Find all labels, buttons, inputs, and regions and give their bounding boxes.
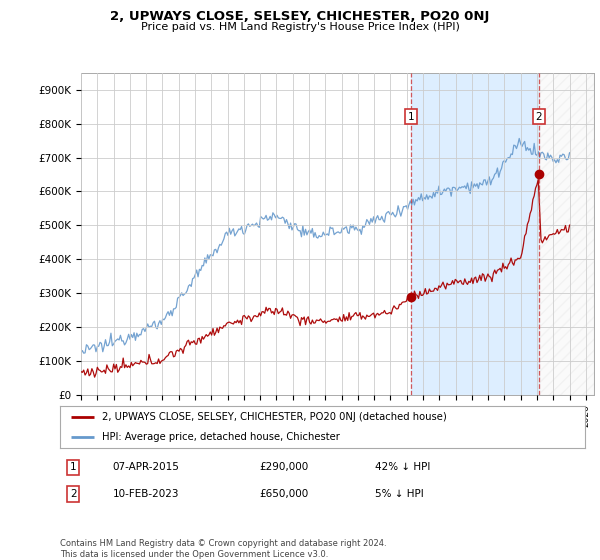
Text: £290,000: £290,000: [260, 463, 309, 473]
Text: Price paid vs. HM Land Registry's House Price Index (HPI): Price paid vs. HM Land Registry's House …: [140, 22, 460, 32]
Text: 10-FEB-2023: 10-FEB-2023: [113, 489, 179, 499]
Bar: [539, 73, 594, 395]
Text: 2, UPWAYS CLOSE, SELSEY, CHICHESTER, PO20 0NJ (detached house): 2, UPWAYS CLOSE, SELSEY, CHICHESTER, PO2…: [102, 412, 447, 422]
Text: 2, UPWAYS CLOSE, SELSEY, CHICHESTER, PO20 0NJ: 2, UPWAYS CLOSE, SELSEY, CHICHESTER, PO2…: [110, 10, 490, 23]
Text: 42% ↓ HPI: 42% ↓ HPI: [375, 463, 430, 473]
Text: 5% ↓ HPI: 5% ↓ HPI: [375, 489, 424, 499]
Text: HPI: Average price, detached house, Chichester: HPI: Average price, detached house, Chic…: [102, 432, 340, 442]
Text: 1: 1: [408, 112, 415, 122]
Text: £650,000: £650,000: [260, 489, 309, 499]
Text: 07-APR-2015: 07-APR-2015: [113, 463, 179, 473]
Bar: [539, 73, 594, 395]
Bar: [411, 73, 539, 395]
Text: Contains HM Land Registry data © Crown copyright and database right 2024.
This d: Contains HM Land Registry data © Crown c…: [60, 539, 386, 559]
Text: 1: 1: [70, 463, 76, 473]
Text: 2: 2: [70, 489, 76, 499]
Text: 2: 2: [536, 112, 542, 122]
